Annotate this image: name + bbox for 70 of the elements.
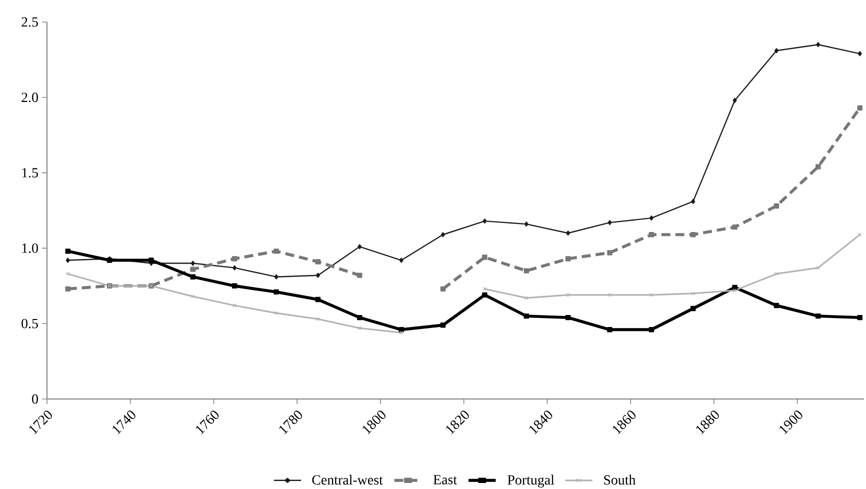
point bbox=[482, 218, 487, 224]
point bbox=[524, 268, 529, 274]
point bbox=[232, 256, 238, 262]
point bbox=[607, 250, 612, 256]
point bbox=[732, 98, 737, 104]
point bbox=[774, 302, 780, 308]
point bbox=[65, 248, 70, 254]
point bbox=[316, 317, 320, 322]
point bbox=[691, 291, 696, 296]
point bbox=[399, 330, 404, 335]
point bbox=[440, 322, 446, 328]
point bbox=[358, 244, 362, 250]
point bbox=[274, 289, 279, 295]
point bbox=[357, 272, 362, 278]
point bbox=[649, 293, 654, 297]
y-tick-label: 1.0 bbox=[22, 243, 38, 253]
point bbox=[565, 314, 571, 320]
point bbox=[858, 51, 862, 56]
point bbox=[65, 286, 70, 292]
point bbox=[315, 296, 321, 302]
point bbox=[649, 215, 654, 221]
point bbox=[857, 314, 862, 320]
y-tick-label: 1.5 bbox=[22, 168, 38, 178]
y-tick-label: 0.5 bbox=[22, 318, 38, 328]
point bbox=[732, 224, 738, 230]
point bbox=[648, 232, 654, 238]
point bbox=[566, 293, 570, 297]
point bbox=[648, 327, 654, 332]
point bbox=[524, 313, 529, 319]
point bbox=[316, 272, 320, 278]
point bbox=[524, 221, 528, 227]
point bbox=[774, 203, 780, 209]
point bbox=[440, 232, 446, 238]
point bbox=[148, 258, 154, 263]
point bbox=[232, 283, 238, 288]
point bbox=[690, 232, 696, 238]
point bbox=[774, 48, 779, 54]
point bbox=[190, 294, 195, 298]
point bbox=[315, 259, 321, 264]
point bbox=[732, 284, 738, 290]
point bbox=[482, 292, 488, 298]
point bbox=[607, 327, 612, 332]
y-tick-label: 0 bbox=[32, 394, 38, 404]
legend-label: Central-west bbox=[312, 474, 383, 485]
point bbox=[857, 105, 862, 111]
y-tick-label: 2.5 bbox=[22, 17, 38, 27]
legend-label: East bbox=[433, 475, 457, 484]
point bbox=[190, 266, 196, 272]
point bbox=[691, 198, 696, 204]
point bbox=[816, 164, 821, 170]
point bbox=[816, 313, 821, 319]
point bbox=[190, 274, 196, 280]
point bbox=[816, 42, 820, 48]
legend-label: South bbox=[604, 474, 636, 485]
point bbox=[565, 256, 571, 262]
point bbox=[274, 274, 278, 280]
point bbox=[482, 254, 488, 260]
y-tick-label: 2.0 bbox=[22, 92, 38, 102]
point bbox=[190, 260, 195, 266]
point bbox=[274, 248, 279, 254]
point bbox=[358, 326, 362, 330]
legend-label: Portugal bbox=[508, 474, 554, 488]
point bbox=[566, 230, 570, 236]
point bbox=[66, 258, 70, 263]
point bbox=[690, 306, 696, 312]
point bbox=[608, 220, 612, 226]
point bbox=[399, 258, 404, 263]
point bbox=[232, 265, 237, 270]
point bbox=[440, 286, 446, 292]
point bbox=[357, 314, 362, 320]
